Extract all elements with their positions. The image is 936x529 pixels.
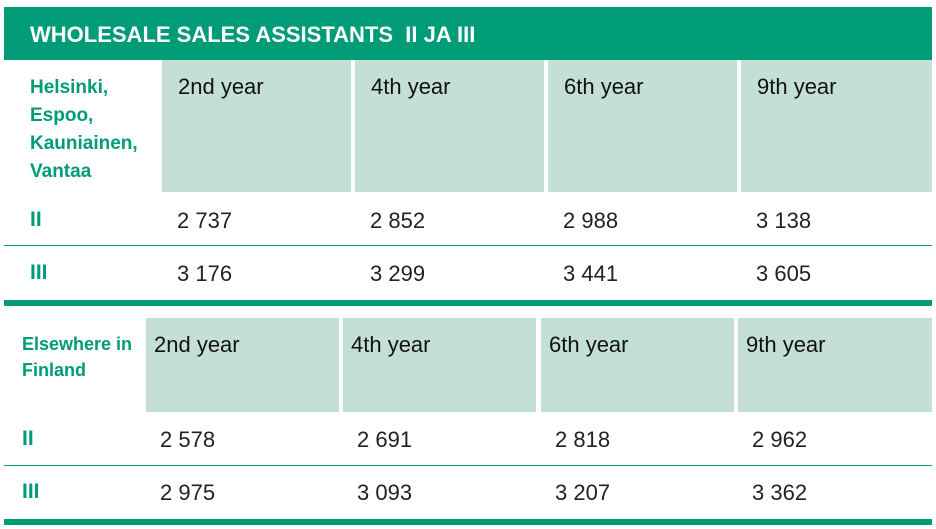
section-divider — [4, 519, 932, 525]
cell-value: 2 818 — [555, 427, 611, 452]
header-9th-year: 9th year — [741, 60, 932, 192]
row-divider — [4, 245, 932, 246]
region-line: Finland — [22, 360, 86, 380]
row-label: III — [22, 480, 40, 503]
header-9th-year: 9th year — [738, 318, 932, 412]
row-label: II — [22, 427, 34, 450]
cell-value: 3 299 — [370, 261, 426, 286]
cell-value: 3 362 — [752, 480, 808, 505]
cell-value: 2 691 — [357, 427, 413, 452]
header-6th-year: 6th year — [541, 318, 734, 412]
header-2nd-year: 2nd year — [146, 318, 339, 412]
header-4th-year: 4th year — [343, 318, 536, 412]
cell-value: 2 737 — [177, 208, 233, 233]
region-line: Kauniainen, — [30, 133, 138, 154]
region-label-elsewhere: Elsewhere in Finland — [22, 331, 132, 383]
row-label: II — [30, 208, 42, 231]
region-line: Elsewhere in — [22, 334, 133, 354]
row-label: III — [30, 261, 48, 284]
region-label-capital: Helsinki, Espoo, Kauniainen, Vantaa — [30, 74, 138, 186]
cell-value: 2 962 — [752, 427, 808, 452]
cell-value: 2 578 — [160, 427, 216, 452]
header-6th-year: 6th year — [548, 60, 737, 192]
region-line: Vantaa — [30, 161, 92, 182]
region-line: Helsinki, — [30, 77, 109, 98]
cell-value: 3 441 — [563, 261, 619, 286]
cell-value: 3 138 — [756, 208, 812, 233]
cell-value: 2 988 — [563, 208, 619, 233]
cell-value: 3 605 — [756, 261, 812, 286]
cell-value: 3 207 — [555, 480, 611, 505]
cell-value: 3 093 — [357, 480, 413, 505]
cell-value: 3 176 — [177, 261, 233, 286]
header-4th-year: 4th year — [355, 60, 544, 192]
region-line: Espoo, — [30, 105, 94, 126]
cell-value: 2 975 — [160, 480, 216, 505]
cell-value: 2 852 — [370, 208, 426, 233]
table-title: WHOLESALE SALES ASSISTANTS II JA III — [4, 7, 932, 60]
row-divider — [4, 465, 932, 466]
header-2nd-year: 2nd year — [162, 60, 351, 192]
section-divider — [4, 300, 932, 306]
